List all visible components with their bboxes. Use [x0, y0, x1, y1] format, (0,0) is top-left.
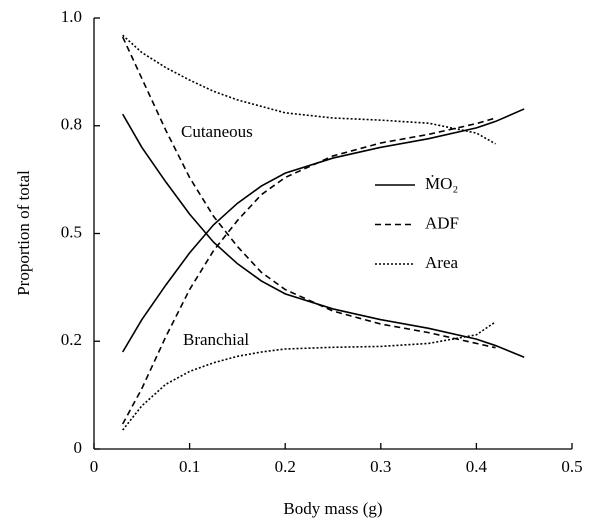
y-tick-label: 0.2: [61, 330, 82, 349]
annotation: Cutaneous: [181, 122, 253, 141]
x-tick-label: 0: [90, 457, 99, 476]
y-tick-label: 1.0: [61, 7, 82, 26]
x-tick-label: 0.2: [275, 457, 296, 476]
y-tick-label: 0.5: [61, 222, 82, 241]
y-axis-label: Proportion of total: [14, 170, 33, 296]
x-tick-label: 0.4: [466, 457, 488, 476]
line-cutaneous: [121, 108, 525, 353]
x-tick-label: 0.5: [561, 457, 582, 476]
line-branchial: [121, 113, 525, 358]
line-cutaneous: [122, 34, 496, 145]
legend-label: ṀO₂: [425, 174, 458, 193]
y-tick-label: 0: [74, 438, 83, 457]
line-branchial: [122, 321, 496, 431]
x-axis-label: Body mass (g): [283, 499, 382, 518]
annotation: Branchial: [183, 330, 249, 349]
legend-label: ADF: [425, 213, 459, 232]
x-tick-label: 0.1: [179, 457, 200, 476]
y-tick-label: 0.8: [61, 115, 82, 134]
x-tick-label: 0.3: [370, 457, 391, 476]
legend-label: Area: [425, 253, 458, 272]
line-branchial: [121, 36, 496, 349]
